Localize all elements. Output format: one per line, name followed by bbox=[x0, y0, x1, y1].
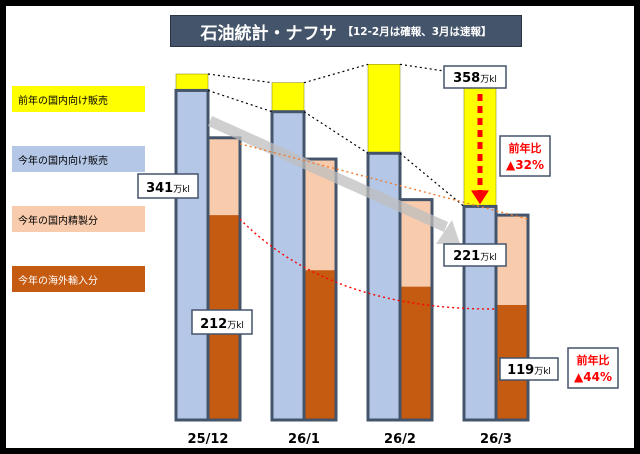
chart-title-box: 石油統計・ナフサ 【12-2月は確報、3月は速報】 bbox=[170, 15, 522, 47]
connector-this-year bbox=[207, 89, 273, 113]
data-label-text: 212万kl bbox=[200, 317, 244, 332]
data-label-text: 358万kl bbox=[453, 71, 497, 86]
chart-title: 石油統計・ナフサ bbox=[200, 23, 337, 44]
legend-item: 今年の国内向け販売 bbox=[12, 146, 145, 172]
legend-item: 前年の国内向け販売 bbox=[12, 86, 145, 112]
bar-this-year-domestic bbox=[174, 88, 210, 422]
bar-group: 26/1 bbox=[270, 82, 338, 447]
data-label-box bbox=[443, 243, 507, 267]
connector-prev-year bbox=[207, 73, 273, 84]
data-label: 221万kl bbox=[443, 243, 507, 267]
data-label-box bbox=[137, 173, 199, 199]
yoy-label: 前年比 bbox=[577, 353, 610, 367]
legend-item: 今年の海外輸入分 bbox=[12, 266, 145, 292]
data-label: 119万kl bbox=[499, 357, 559, 381]
data-label: 341万kl bbox=[137, 173, 199, 199]
yoy-label: 前年比 bbox=[509, 141, 542, 155]
decline-arrow-head bbox=[471, 190, 489, 205]
data-label-text: 221万kl bbox=[453, 249, 497, 264]
connector-prev-year bbox=[303, 63, 369, 84]
yoy-box bbox=[567, 347, 619, 389]
bar-imports bbox=[400, 286, 432, 420]
bar-refined bbox=[208, 137, 240, 216]
data-label-text: 119万kl bbox=[507, 363, 551, 378]
data-label-box bbox=[499, 357, 559, 381]
yoy-annotation: 前年比 ▲32% bbox=[499, 135, 551, 177]
data-label-box bbox=[443, 65, 507, 89]
connector-this-year bbox=[399, 152, 465, 207]
connector-this-year bbox=[303, 111, 369, 154]
yoy-box bbox=[499, 135, 551, 177]
bar-this-year-outline bbox=[302, 157, 338, 422]
legend-item: 今年の国内精製分 bbox=[12, 206, 145, 232]
yoy-annotation: 前年比 ▲44% bbox=[567, 347, 619, 389]
bar-this-year-outline bbox=[206, 136, 242, 422]
yoy-value: ▲44% bbox=[574, 370, 612, 384]
data-label: 358万kl bbox=[443, 65, 507, 89]
data-label-text: 341万kl bbox=[146, 181, 190, 196]
trend-arrow-head bbox=[436, 220, 460, 244]
bar-imports bbox=[304, 270, 336, 420]
connector-prev-year bbox=[399, 63, 465, 75]
x-tick-label: 26/3 bbox=[480, 432, 512, 447]
x-tick-label: 26/2 bbox=[384, 432, 416, 447]
trend-arrow bbox=[208, 116, 448, 232]
yoy-value: ▲32% bbox=[506, 158, 544, 172]
chart-subtitle: 【12-2月は確報、3月は速報】 bbox=[342, 25, 492, 38]
bar-this-year-outline bbox=[398, 198, 434, 422]
bar-this-year-domestic bbox=[462, 204, 498, 422]
x-tick-label: 25/12 bbox=[188, 432, 229, 447]
x-tick-label: 26/1 bbox=[288, 432, 320, 447]
data-label: 212万kl bbox=[191, 309, 253, 335]
bar-group: 26/2 bbox=[366, 64, 434, 447]
data-label-box bbox=[191, 309, 253, 335]
